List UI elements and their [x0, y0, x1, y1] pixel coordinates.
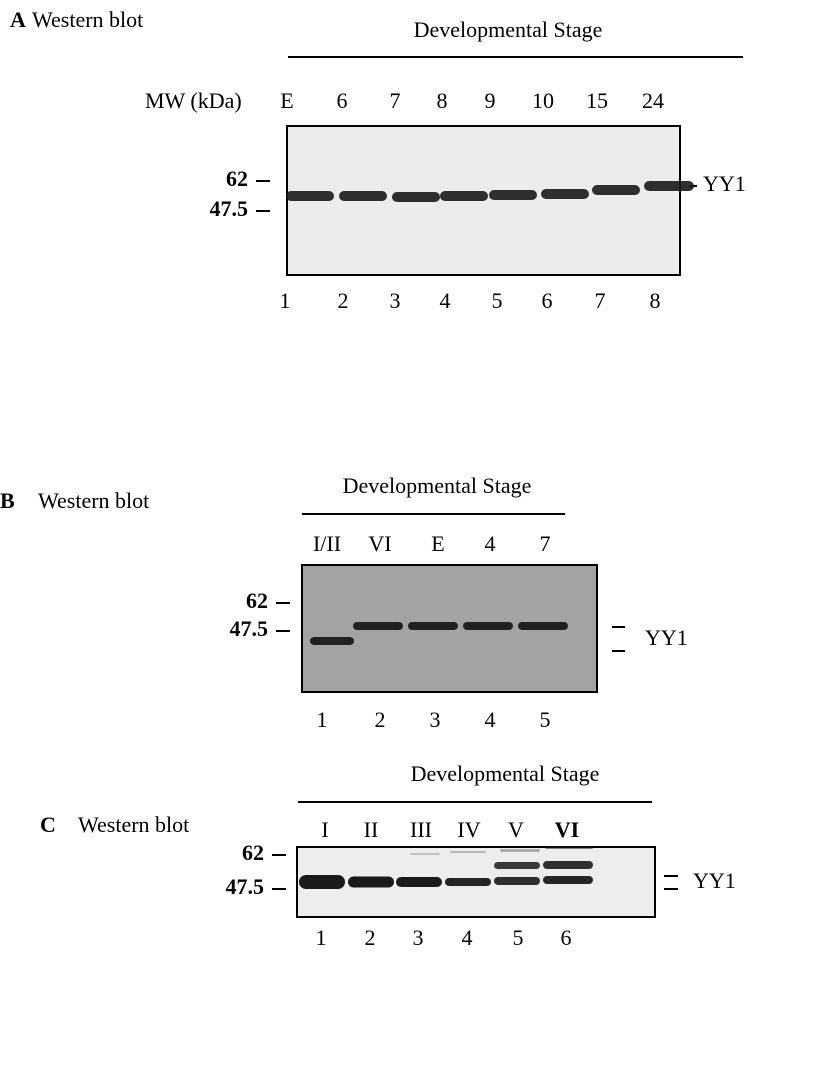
lane-label: I [321, 817, 328, 842]
lane-label: 24 [642, 88, 664, 113]
band [545, 846, 593, 849]
lane-number: 2 [338, 288, 349, 313]
band [543, 876, 593, 884]
band [392, 192, 440, 202]
lane-label: III [410, 817, 432, 842]
lane-label: E [280, 88, 293, 113]
lane-number: 1 [317, 707, 328, 732]
band-label: YY1 [703, 171, 746, 196]
lane-number: 7 [595, 288, 606, 313]
figure: AWestern blotDevelopmental StageMW (kDa)… [0, 0, 831, 1066]
lane-number: 3 [430, 707, 441, 732]
lane-label: VI [368, 531, 391, 556]
band [348, 877, 394, 888]
band-label: YY1 [645, 625, 688, 650]
mw-marker: 62 [242, 840, 264, 865]
panel-letter: C [40, 812, 56, 837]
lane-number: 4 [462, 925, 473, 950]
band [518, 622, 568, 630]
band [410, 853, 440, 855]
panel-header: Developmental Stage [411, 761, 600, 786]
lane-label: IV [457, 817, 480, 842]
lane-number: 4 [485, 707, 496, 732]
lane-number: 6 [561, 925, 572, 950]
band [440, 191, 488, 201]
lane-label: I/II [313, 531, 341, 556]
band [500, 849, 540, 852]
lane-label: 7 [390, 88, 401, 113]
mw-marker: 47.5 [210, 196, 249, 221]
band [489, 190, 537, 200]
band [541, 189, 589, 199]
lane-label: E [431, 531, 444, 556]
lane-label: 7 [540, 531, 551, 556]
band [494, 877, 540, 885]
lane-number: 5 [540, 707, 551, 732]
panel-header: Developmental Stage [343, 473, 532, 498]
lane-number: 1 [316, 925, 327, 950]
lane-label: 9 [485, 88, 496, 113]
lane-label: 15 [586, 88, 608, 113]
panel-method: Western blot [32, 7, 143, 32]
lane-number: 2 [365, 925, 376, 950]
band [310, 637, 354, 645]
panel-letter: B [0, 488, 15, 513]
band [543, 861, 593, 869]
mw-marker: 47.5 [226, 874, 265, 899]
lane-number: 3 [390, 288, 401, 313]
band [408, 622, 458, 630]
band [592, 185, 640, 195]
band [299, 875, 345, 889]
band [353, 622, 403, 630]
lane-number: 1 [280, 288, 291, 313]
panel-method: Western blot [38, 488, 149, 513]
mw-marker: 62 [246, 588, 268, 613]
band-label: YY1 [693, 868, 736, 893]
lane-number: 6 [542, 288, 553, 313]
lane-label: V [508, 817, 524, 842]
lane-number: 8 [650, 288, 661, 313]
panel-method: Western blot [78, 812, 189, 837]
panel-header: Developmental Stage [414, 17, 603, 42]
band [286, 191, 334, 201]
band [463, 622, 513, 630]
lane-label: II [364, 817, 379, 842]
lane-label: 4 [485, 531, 496, 556]
lane-label: 6 [337, 88, 348, 113]
band [450, 851, 486, 853]
mw-marker: 62 [226, 166, 248, 191]
band [396, 877, 442, 887]
band [339, 191, 387, 201]
band [644, 181, 694, 191]
lane-number: 2 [375, 707, 386, 732]
mw-marker: 47.5 [230, 616, 269, 641]
band [494, 862, 540, 869]
lane-number: 4 [440, 288, 451, 313]
lane-label: 8 [437, 88, 448, 113]
lane-number: 3 [413, 925, 424, 950]
mw-title: MW (kDa) [145, 88, 242, 113]
lane-number: 5 [492, 288, 503, 313]
lane-label: VI [555, 817, 579, 842]
band [445, 878, 491, 886]
lane-number: 5 [513, 925, 524, 950]
lane-label: 10 [532, 88, 554, 113]
panel-letter: A [10, 7, 26, 32]
